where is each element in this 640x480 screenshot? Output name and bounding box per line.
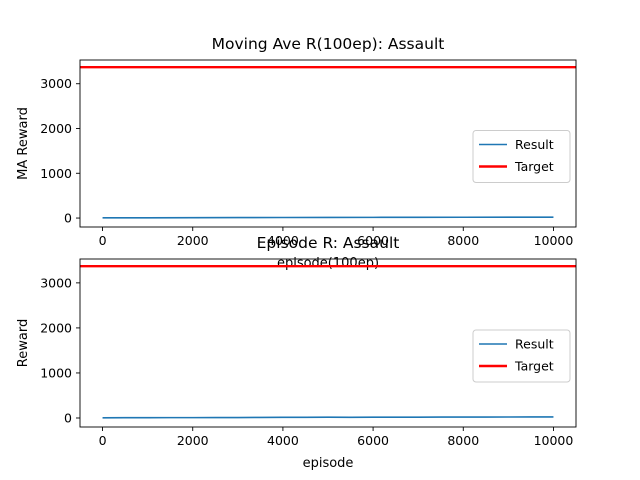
y-axis-label: Reward xyxy=(16,319,31,367)
legend: Result Target xyxy=(472,130,571,183)
legend-label-result: Result xyxy=(515,137,554,152)
y-tick-label: 2000 xyxy=(40,121,72,136)
series-line-result xyxy=(102,216,554,219)
y-tick-label: 0 xyxy=(64,211,72,226)
y-tick-label: 1000 xyxy=(40,365,72,380)
x-tick-label: 2000 xyxy=(177,233,209,248)
x-axis-label: episode xyxy=(303,456,354,471)
y-tick-label: 2000 xyxy=(40,320,72,335)
x-tick-label: 8000 xyxy=(447,433,479,448)
chart-episode-reward: 0 2000 4000 6000 8000 10000 0 1000 2000 3000 Episo… xyxy=(16,234,577,471)
y-tick-label: 1000 xyxy=(40,166,72,181)
x-tick-label: 4000 xyxy=(267,233,299,248)
legend-box xyxy=(472,130,571,183)
legend: Result Target xyxy=(472,329,571,383)
x-tick-label: 10000 xyxy=(534,433,574,448)
y-axis-label: MA Reward xyxy=(16,107,31,180)
legend-label-result: Result xyxy=(515,337,554,352)
plot-frame xyxy=(79,258,577,428)
chart-title: Episode R: Assault xyxy=(257,234,400,252)
chart-moving-average: 0 2000 4000 6000 8000 10000 0 1000 2000 3000 Movin… xyxy=(16,35,577,271)
series-group xyxy=(80,265,576,419)
series-line-result xyxy=(102,416,554,419)
x-tick-label: 6000 xyxy=(357,433,389,448)
series-group xyxy=(80,65,576,219)
x-tick-label: 0 xyxy=(99,233,107,248)
y-tick-label: 3000 xyxy=(40,76,72,91)
x-tick-label: 10000 xyxy=(534,233,574,248)
legend-label-target: Target xyxy=(514,159,554,174)
x-tick-label: 6000 xyxy=(357,233,389,248)
x-tick-label: 8000 xyxy=(447,233,479,248)
plot-frame xyxy=(79,59,577,228)
y-tick-label: 0 xyxy=(64,410,72,425)
x-tick-label: 4000 xyxy=(267,433,299,448)
legend-box xyxy=(472,329,571,383)
x-tick-label: 2000 xyxy=(177,433,209,448)
x-axis-label: episode(100ep) xyxy=(277,256,379,271)
chart-title: Moving Ave R(100ep): Assault xyxy=(212,35,445,53)
x-tick-label: 0 xyxy=(99,433,107,448)
legend-label-target: Target xyxy=(514,359,554,374)
y-tick-label: 3000 xyxy=(40,275,72,290)
